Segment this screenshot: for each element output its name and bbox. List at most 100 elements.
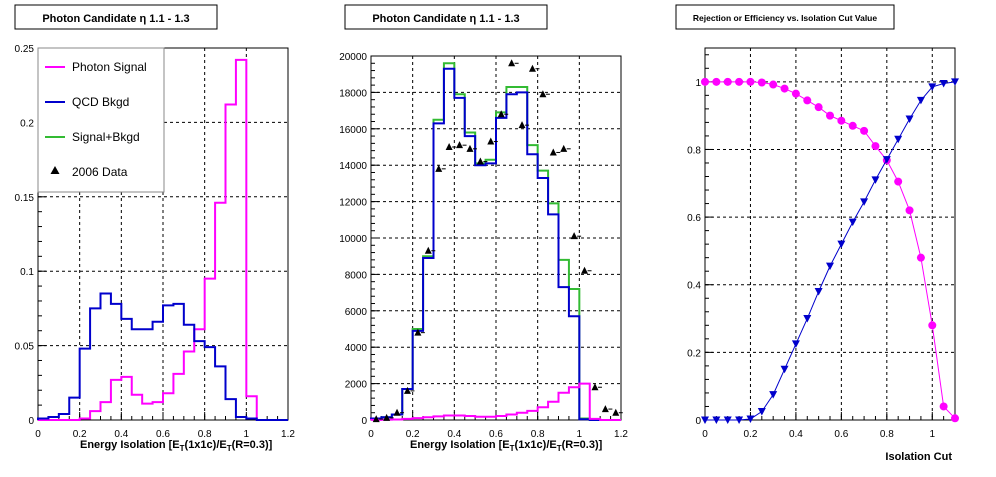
efficiency-point [905, 115, 914, 124]
legend-box [37, 47, 165, 193]
rejection-point [928, 321, 937, 330]
rejection-point [916, 253, 925, 262]
efficiency-point [735, 416, 744, 424]
rejection-point [735, 77, 744, 86]
y-tick-label: 10000 [339, 234, 367, 245]
efficiency-point [860, 198, 869, 206]
panel-2-title: Photon Candidate η 1.1 - 1.3 [372, 13, 519, 25]
data-point-2006 [424, 246, 432, 254]
x-tick-label: 0.2 [744, 429, 758, 440]
panel-2-series [370, 59, 623, 423]
panel-3-series [701, 77, 959, 424]
panel-1-series [37, 58, 288, 421]
efficiency-point [848, 218, 857, 227]
panel-1-title: Photon Candidate η 1.1 - 1.3 [42, 13, 189, 25]
data-point-2006 [539, 90, 547, 98]
efficiency-point [723, 416, 732, 424]
panel-2-grid [371, 56, 621, 420]
y-tick-label: 0.2 [687, 348, 701, 359]
series-qcd-bkgd-step [370, 67, 621, 421]
data-point-2006 [591, 383, 599, 391]
y-tick-label: 18000 [339, 88, 367, 99]
data-point-2006 [403, 386, 411, 394]
panel-3-x-axis-label: Isolation Cut [885, 451, 952, 463]
y-tick-label: 20000 [339, 52, 367, 63]
data-point-2006 [456, 141, 464, 149]
x-tick-label: 0.4 [114, 429, 128, 440]
y-tick-label: 0.6 [687, 213, 701, 224]
rejection-point [803, 96, 812, 105]
y-tick-label: 4000 [345, 343, 368, 354]
y-tick-label: 0.2 [20, 118, 34, 129]
panel-2: Photon Candidate η 1.1 - 1.3 0 0.2 0.4 0.6 0… [339, 4, 628, 453]
efficiency-point [951, 78, 959, 86]
series-photon-signal-step [370, 382, 621, 421]
curve-line-1 [705, 81, 956, 421]
x-tick-label: 1 [929, 429, 935, 440]
efficiency-point [826, 262, 834, 271]
series-photon-signal-step [38, 58, 288, 421]
data-point-2006 [497, 110, 505, 118]
data-point-2006 [393, 408, 401, 416]
x-tick-label: 1 [244, 429, 250, 440]
data-point-2006 [466, 144, 474, 152]
y-tick-label: 0 [361, 416, 367, 427]
efficiency-point [916, 96, 925, 105]
panel-1-title-box [14, 4, 218, 30]
rejection-point [712, 77, 721, 86]
curve-line-0 [705, 81, 956, 419]
series-qcd-bkgd-step [37, 292, 288, 421]
efficiency-point [939, 80, 948, 88]
x-tick-label: 0.2 [73, 429, 87, 440]
efficiency-point [712, 416, 721, 424]
legend-label-signal-bkgd: Signal+Bkgd [72, 130, 140, 144]
rejection-point [939, 402, 948, 411]
x-tick-label: 0.6 [489, 429, 503, 440]
y-tick-label: 12000 [339, 198, 367, 209]
series-signal-bkgd-step [370, 62, 621, 421]
data-point-2006 [570, 232, 578, 240]
data-point-2006 [508, 59, 516, 67]
panel-2-x-axis-label: Energy Isolation [ET(1x1c)/ET(R=0.3)] [410, 439, 603, 453]
rejection-point [826, 111, 834, 120]
x-tick-label: 0.4 [447, 429, 461, 440]
rejection-point [848, 121, 857, 130]
y-tick-label: 14000 [339, 161, 367, 172]
y-tick-label: 0 [28, 416, 34, 427]
efficiency-point [746, 415, 755, 423]
data-point-2006 [560, 144, 568, 152]
rejection-point [723, 77, 732, 86]
rejection-point [746, 77, 755, 86]
panel-3-plot-frame [704, 47, 956, 421]
x-tick-label: 0.6 [834, 429, 848, 440]
x-tick-label: 0.8 [531, 429, 545, 440]
x-tick-label: 0.8 [880, 429, 894, 440]
data-point-2006 [528, 64, 536, 72]
rejection-point [769, 80, 778, 89]
y-tick-label: 0.05 [15, 342, 35, 353]
rejection-point [894, 177, 903, 186]
panel-3: Rejection or Efficiency vs. Isolation Cu… [675, 4, 959, 463]
y-tick-label: 0 [695, 416, 701, 427]
x-tick-label: 0.4 [789, 429, 803, 440]
efficiency-point [928, 83, 937, 91]
y-tick-label: 16000 [339, 125, 367, 136]
y-tick-label: 6000 [345, 307, 368, 318]
panel-3-title-box [675, 4, 895, 30]
data-point-2006 [372, 415, 380, 423]
y-tick-label: 8000 [345, 270, 368, 281]
y-tick-label: 0.25 [15, 44, 35, 55]
efficiency-point [814, 287, 823, 296]
panel-2-axis-ticks: 0 0.2 0.4 0.6 0.8 1 1.2 0 2000 4000 6000 8000 10000 1… [339, 52, 628, 440]
data-point-2006 [476, 157, 484, 165]
rejection-point [860, 126, 869, 135]
efficiency-point [837, 240, 846, 249]
rejection-point [701, 77, 709, 86]
y-tick-label: 0.1 [20, 267, 34, 278]
x-tick-label: 0.8 [198, 429, 212, 440]
rejection-point [780, 84, 789, 93]
y-tick-label: 0.4 [687, 281, 701, 292]
efficiency-point [780, 365, 789, 374]
